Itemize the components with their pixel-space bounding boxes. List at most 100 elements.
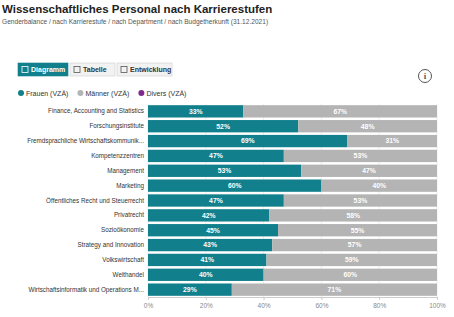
bar [148, 209, 269, 221]
y-tick-label: Öffentliches Recht und Steuerrecht [46, 197, 144, 204]
x-tick: 100% [429, 297, 446, 309]
x-tick-mark [206, 297, 207, 300]
x-tick-mark [321, 297, 322, 300]
tab[interactable]: Entwicklung [117, 63, 172, 76]
legend-label: Frauen (VZÄ) [26, 90, 68, 98]
data-label: 48% [361, 123, 375, 130]
tab-label[interactable]: Tabelle [83, 66, 107, 73]
info-icon[interactable]: i [419, 70, 432, 83]
bar [437, 194, 438, 206]
tab-icon[interactable] [74, 67, 80, 73]
y-tick-label: Finance, Accounting and Statistics [48, 107, 144, 115]
data-label: 29% [183, 286, 197, 293]
x-tick-label: 80% [373, 302, 386, 309]
y-tick: Management [107, 167, 148, 175]
y-tick-label: Privatrecht [114, 211, 144, 218]
data-label: 47% [209, 152, 223, 159]
data-label: 60% [343, 271, 357, 278]
data-label: 60% [228, 182, 242, 189]
x-axis-line [149, 298, 438, 301]
tab-icon[interactable] [121, 67, 127, 73]
bar [298, 120, 437, 132]
tabs: Diagramm Tabelle Entwicklung [18, 63, 172, 76]
x-axis: 0%20%40%60%80%100% [144, 297, 446, 309]
y-tick: Wirtschaftsinformatik und Operations M..… [29, 286, 148, 294]
bar [148, 120, 298, 132]
x-tick-mark [148, 297, 149, 300]
data-label: 59% [345, 256, 359, 263]
y-tick: Kompetenzzentren [91, 152, 148, 160]
bar [437, 269, 438, 281]
bar [437, 120, 438, 132]
y-tick-label: Strategy and Innovation [77, 241, 144, 249]
tab-icon[interactable] [22, 67, 28, 73]
y-tick: Welthandel [113, 271, 148, 278]
x-tick-mark [379, 297, 380, 300]
data-label: 71% [328, 286, 342, 293]
bar [437, 283, 438, 295]
subtitle: Genderbalance / nach Karrierestufe / nac… [2, 18, 268, 26]
bar [321, 179, 437, 191]
y-tick: Finance, Accounting and Statistics [48, 107, 148, 115]
info-circle[interactable] [419, 70, 432, 83]
tab-background[interactable] [18, 63, 68, 76]
bar [148, 239, 272, 251]
bar [148, 254, 266, 266]
y-axis: Finance, Accounting and StatisticsForsch… [27, 105, 148, 298]
tab-background[interactable] [70, 63, 115, 76]
legend-item: Frauen (VZÄ) [18, 90, 68, 98]
grid [148, 104, 437, 297]
data-label: 41% [200, 256, 214, 263]
legend-label: Männer (VZÄ) [85, 90, 129, 98]
x-tick-mark [437, 297, 438, 300]
data-label: 58% [346, 212, 360, 219]
data-label: 31% [385, 137, 399, 144]
data-label: 53% [354, 152, 368, 159]
y-tick-label: Welthandel [113, 271, 144, 278]
bar [437, 135, 438, 147]
y-tick-label: Management [107, 167, 144, 175]
bar [272, 239, 437, 251]
y-tick-label: Marketing [116, 182, 144, 190]
tab-label[interactable]: Entwicklung [130, 66, 171, 74]
x-tick: 80% [373, 297, 386, 309]
data-label: 52% [216, 123, 230, 130]
bar [437, 224, 438, 236]
bars [148, 105, 437, 296]
data-label: 45% [206, 227, 220, 234]
y-tick-label: Fremdsprachliche Wirtschaftskommunik... [27, 137, 144, 145]
data-label: 33% [189, 108, 203, 115]
bar [148, 283, 232, 295]
bar [284, 150, 437, 162]
tab-background[interactable] [117, 63, 172, 76]
tab[interactable]: Diagramm [18, 63, 68, 76]
bar [437, 165, 438, 177]
bar [148, 105, 243, 117]
y-tick-label: Wirtschaftsinformatik und Operations M..… [29, 286, 145, 294]
info-label[interactable]: i [424, 71, 427, 81]
bar [437, 209, 438, 221]
bar [437, 150, 438, 162]
x-tick-label: 100% [429, 302, 446, 309]
chart: Wissenschaftliches Personal nach Karrier… [0, 0, 454, 317]
data-label: 42% [202, 212, 216, 219]
data-label: 47% [362, 167, 376, 174]
legend-label: Divers (VZÄ) [146, 90, 186, 98]
x-tick-mark [264, 297, 265, 300]
bar [347, 135, 437, 147]
tab-label[interactable]: Diagramm [31, 66, 65, 74]
bar [232, 283, 437, 295]
tab[interactable]: Tabelle [70, 63, 115, 76]
bar [437, 254, 438, 266]
y-tick: Fremdsprachliche Wirtschaftskommunik... [27, 137, 148, 145]
legend: Frauen (VZÄ) Männer (VZÄ) Divers (VZÄ) [18, 90, 186, 98]
y-tick: Öffentliches Recht und Steuerrecht [46, 197, 148, 204]
x-tick: 0% [144, 297, 154, 309]
bar [437, 239, 438, 251]
y-tick: Sozioökonomie [101, 226, 148, 233]
legend-item: Männer (VZÄ) [77, 90, 129, 98]
bar [148, 135, 347, 147]
y-axis-line [148, 105, 149, 298]
bar [437, 179, 438, 191]
bar [148, 224, 278, 236]
